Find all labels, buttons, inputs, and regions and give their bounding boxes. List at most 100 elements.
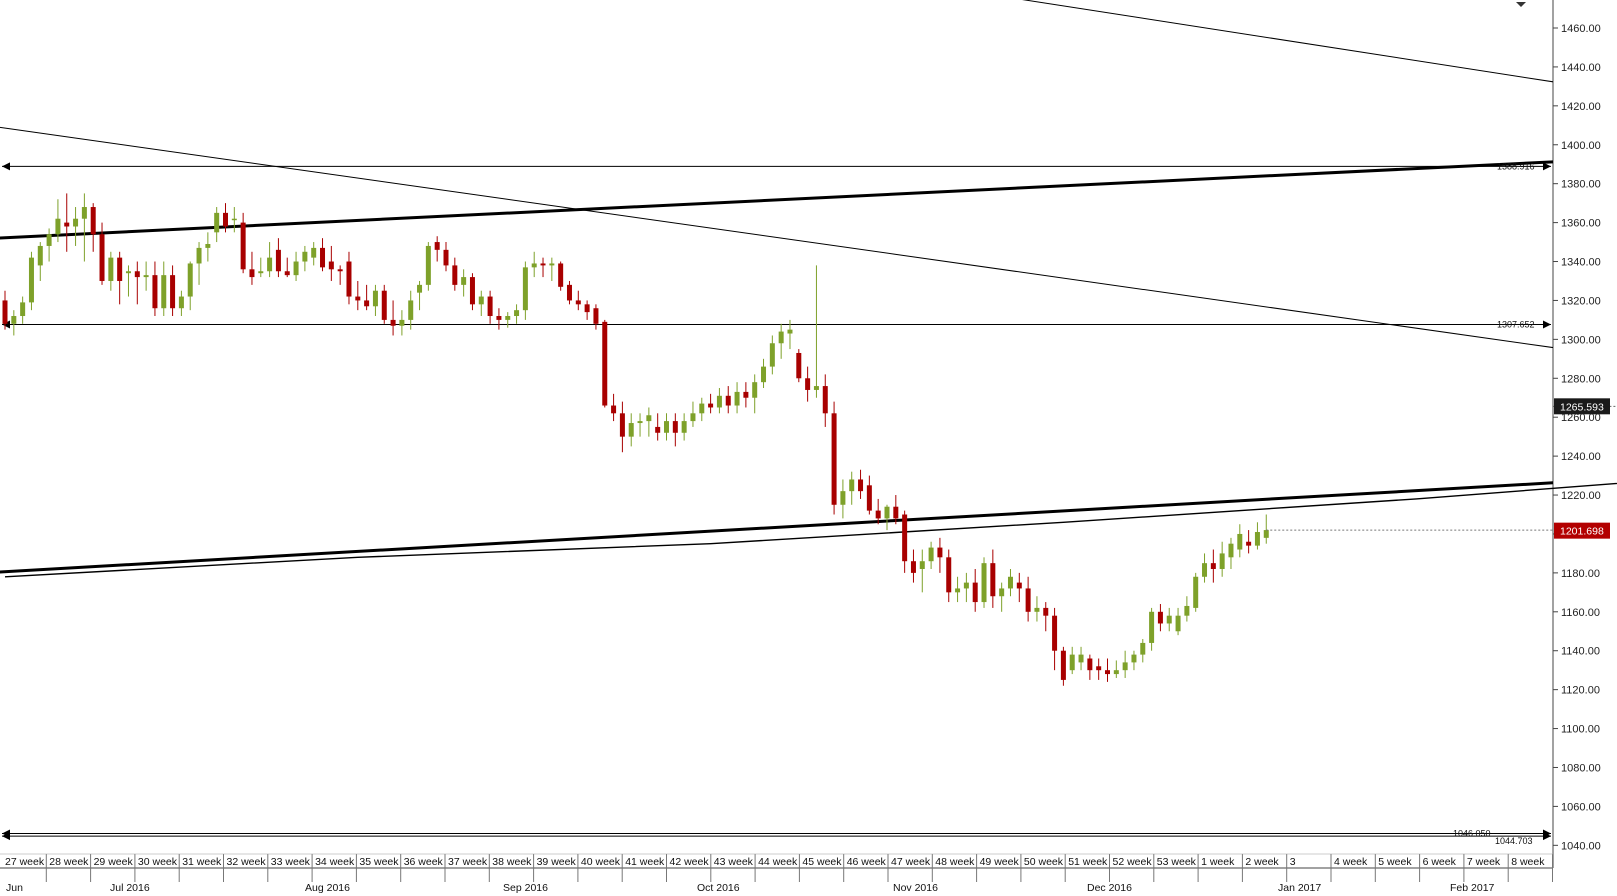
x-week-label: 53 week xyxy=(1157,856,1197,868)
y-tick-label: 1420.00 xyxy=(1561,101,1601,113)
x-week-label: 34 week xyxy=(315,856,355,868)
x-week-label: 52 week xyxy=(1113,856,1153,868)
candle-body xyxy=(1069,654,1075,671)
candle-body xyxy=(1016,582,1022,589)
candle-body xyxy=(469,277,475,305)
candle-body xyxy=(302,251,308,262)
x-week-label: 5 week xyxy=(1378,856,1412,868)
candle-body xyxy=(11,316,17,324)
level-value-label: 1388.916 xyxy=(1497,161,1535,171)
candle-body xyxy=(902,514,908,562)
x-week-label: 8 week xyxy=(1511,856,1545,868)
candle-body xyxy=(1254,532,1260,546)
candle-body xyxy=(196,247,202,264)
candle-body xyxy=(1131,654,1137,663)
x-week-label: 51 week xyxy=(1068,856,1108,868)
y-tick-label: 1100.00 xyxy=(1561,724,1600,736)
y-tick-label: 1440.00 xyxy=(1561,62,1601,74)
price-tag-label: 1201.698 xyxy=(1560,526,1604,538)
x-month-label: Aug 2016 xyxy=(305,882,350,894)
candle-body xyxy=(381,290,387,320)
candle-body xyxy=(884,506,890,519)
candle-body xyxy=(990,563,996,597)
candle-body xyxy=(813,386,819,390)
candle-body xyxy=(1157,611,1163,624)
candle-body xyxy=(690,413,696,422)
level-value-label: 1044.703 xyxy=(1495,836,1533,846)
candle-body xyxy=(152,275,158,309)
x-week-label: 30 week xyxy=(138,856,178,868)
candle-body xyxy=(1228,543,1234,558)
candle-body xyxy=(328,261,334,270)
candle-body xyxy=(919,561,925,569)
candle-body xyxy=(946,557,952,593)
x-week-label: 3 xyxy=(1290,856,1296,868)
candle-body xyxy=(73,218,79,227)
candle-body xyxy=(1246,541,1252,546)
x-week-label: 29 week xyxy=(94,856,134,868)
y-tick-label: 1220.00 xyxy=(1561,490,1601,502)
candle-body xyxy=(1096,666,1102,671)
candle-body xyxy=(822,386,828,414)
x-week-label: 40 week xyxy=(581,856,621,868)
candle-body xyxy=(99,234,105,281)
candle-body xyxy=(1113,670,1119,675)
x-week-label: 6 week xyxy=(1423,856,1457,868)
y-tick-label: 1120.00 xyxy=(1561,685,1600,697)
candle-body xyxy=(161,275,167,309)
candle-body xyxy=(275,249,281,272)
candle-body xyxy=(1166,615,1172,624)
candle-body xyxy=(117,257,123,281)
candle-body xyxy=(672,421,678,433)
y-tick-label: 1140.00 xyxy=(1561,646,1600,658)
sma-200-path xyxy=(4,482,1617,578)
candle-body xyxy=(734,391,740,406)
candle-body xyxy=(928,547,934,562)
level-arrow-right-icon xyxy=(1543,832,1551,841)
level-arrow-right-icon xyxy=(1543,162,1551,171)
x-month-label: Sep 2016 xyxy=(503,882,548,894)
candle-body xyxy=(514,310,520,317)
candle-body xyxy=(46,234,52,246)
candle-body xyxy=(1175,615,1181,632)
candle-body xyxy=(452,265,458,285)
candle-body xyxy=(743,391,749,398)
candle-body xyxy=(390,319,396,326)
candle-body xyxy=(955,588,961,593)
candle-body xyxy=(1237,533,1243,550)
candle-body xyxy=(646,415,652,422)
candle-body xyxy=(408,300,414,320)
candle-body xyxy=(505,316,511,320)
candle-body xyxy=(999,588,1005,597)
y-tick-label: 1260.00 xyxy=(1561,412,1601,424)
candle-body xyxy=(214,212,220,233)
candle-body xyxy=(320,247,326,268)
x-week-label: 50 week xyxy=(1024,856,1064,868)
candle-body xyxy=(655,426,661,433)
x-week-label: 1 week xyxy=(1201,856,1235,868)
price-tag xyxy=(1554,522,1610,539)
sma-200-line xyxy=(4,405,1617,578)
candle-body xyxy=(337,269,343,272)
x-month-label: Jun xyxy=(6,882,23,894)
x-week-label: 44 week xyxy=(758,856,798,868)
candle-body xyxy=(346,261,352,297)
candle-body xyxy=(425,245,431,285)
x-week-label: 27 week xyxy=(5,856,45,868)
candle-body xyxy=(769,343,775,367)
candle-body xyxy=(478,296,484,305)
level-arrow-left-icon xyxy=(2,162,10,171)
candle-body xyxy=(311,247,317,258)
candle-body xyxy=(205,244,211,248)
candle-body xyxy=(399,319,405,326)
candle-body xyxy=(628,423,634,437)
candle-body xyxy=(752,382,758,398)
level-arrow-left-icon xyxy=(2,320,10,329)
candle-body xyxy=(1078,654,1084,663)
candle-body xyxy=(125,271,131,274)
y-tick-label: 1080.00 xyxy=(1561,762,1601,774)
candle-body xyxy=(187,263,193,297)
x-week-label: 46 week xyxy=(847,856,887,868)
candle-body xyxy=(575,300,581,305)
level-arrow-left-icon xyxy=(2,832,10,841)
